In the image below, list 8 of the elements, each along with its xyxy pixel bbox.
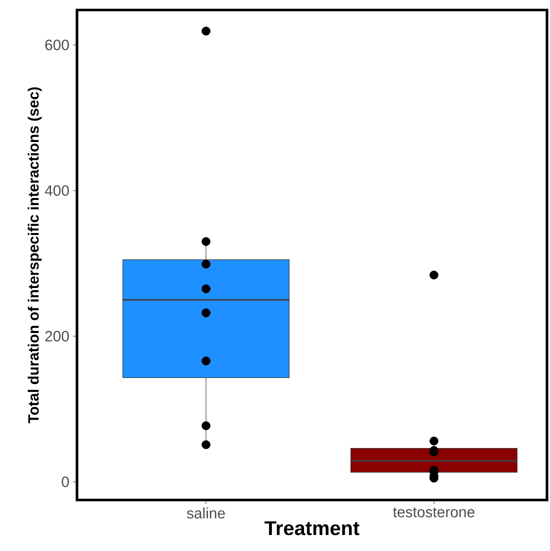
x-tick-label: testosterone xyxy=(393,508,474,518)
y-tick-label: 600 xyxy=(45,40,69,50)
x-tick-label: saline xyxy=(186,508,225,518)
y-tick-label: 400 xyxy=(44,185,69,196)
y-tick-label: 0 xyxy=(62,476,69,488)
x-axis-title: Treatment xyxy=(264,521,360,536)
y-tick-label: 200 xyxy=(45,330,69,342)
y-axis-title: Total duration of interspecific interactions (sec) xyxy=(28,87,42,424)
